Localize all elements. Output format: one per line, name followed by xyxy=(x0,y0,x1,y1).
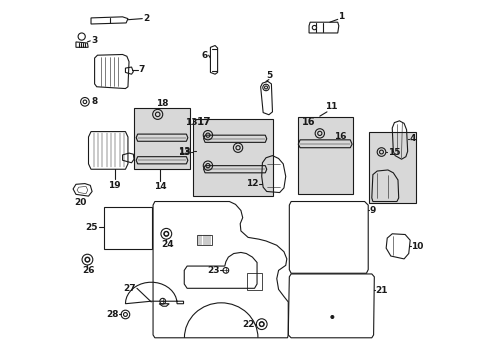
Text: 19: 19 xyxy=(108,181,121,190)
Text: 23: 23 xyxy=(206,266,219,275)
Text: 13: 13 xyxy=(178,147,190,156)
Text: 16: 16 xyxy=(301,117,315,127)
Text: 3: 3 xyxy=(91,36,97,45)
Text: 21: 21 xyxy=(375,286,387,295)
Text: 20: 20 xyxy=(74,198,86,207)
Text: 17: 17 xyxy=(197,117,211,127)
Text: 22: 22 xyxy=(242,320,254,329)
Text: 5: 5 xyxy=(266,71,272,80)
Text: 16: 16 xyxy=(333,132,346,141)
Bar xyxy=(134,108,189,169)
Bar xyxy=(247,273,262,291)
Text: 2: 2 xyxy=(143,14,149,23)
Text: 13: 13 xyxy=(178,148,190,157)
Text: 25: 25 xyxy=(85,223,98,232)
Text: 14: 14 xyxy=(154,182,166,191)
Text: 26: 26 xyxy=(82,266,95,275)
Text: 27: 27 xyxy=(123,284,136,293)
Text: 11: 11 xyxy=(325,102,337,111)
Text: 15: 15 xyxy=(387,148,400,157)
Bar xyxy=(297,117,352,194)
Text: 13: 13 xyxy=(184,118,197,127)
Text: 4: 4 xyxy=(408,134,415,143)
Text: 10: 10 xyxy=(410,242,423,251)
Circle shape xyxy=(330,316,333,319)
Bar xyxy=(368,132,415,203)
Text: 7: 7 xyxy=(139,65,145,74)
Text: 12: 12 xyxy=(245,179,258,188)
Bar xyxy=(104,207,152,249)
Text: 8: 8 xyxy=(91,97,97,106)
Bar xyxy=(192,119,273,196)
Text: 28: 28 xyxy=(105,310,118,319)
Text: 6: 6 xyxy=(201,51,207,60)
Text: 18: 18 xyxy=(155,99,168,108)
Text: 24: 24 xyxy=(161,240,173,249)
Text: 1: 1 xyxy=(337,13,343,22)
Text: 9: 9 xyxy=(368,206,375,215)
